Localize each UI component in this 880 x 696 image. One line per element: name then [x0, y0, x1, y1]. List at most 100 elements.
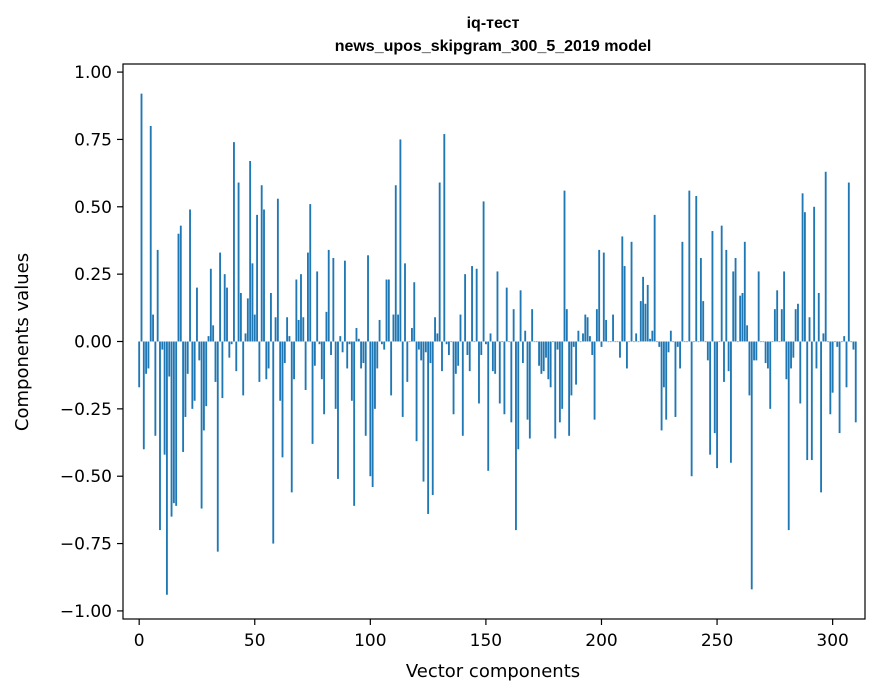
bar	[762, 341, 765, 343]
bar	[681, 241, 684, 342]
bar	[718, 341, 721, 343]
bar	[265, 341, 268, 380]
bar	[517, 341, 520, 450]
bar	[549, 341, 552, 388]
bar	[512, 309, 515, 342]
bar	[413, 282, 416, 342]
y-tick-label: 0.00	[74, 333, 112, 353]
bar	[799, 341, 802, 404]
bar	[286, 317, 289, 342]
bar	[431, 341, 434, 496]
bar	[672, 341, 675, 343]
bar	[207, 336, 210, 342]
bar	[843, 336, 846, 342]
bar	[281, 341, 284, 458]
bar	[228, 341, 231, 358]
bar	[730, 341, 732, 463]
bar	[803, 212, 806, 342]
bar	[716, 341, 718, 469]
bar	[579, 341, 582, 343]
bar	[829, 341, 832, 415]
bar	[295, 279, 298, 342]
bar	[780, 309, 783, 342]
bar	[653, 214, 656, 342]
bar	[790, 341, 792, 369]
bar	[662, 341, 665, 388]
bar	[473, 341, 476, 343]
bar	[196, 287, 198, 342]
y-tick-label: −1.00	[60, 602, 112, 622]
bar	[184, 341, 187, 417]
bar	[679, 341, 681, 369]
bar	[471, 266, 473, 342]
bar	[267, 341, 270, 369]
bar	[614, 341, 617, 343]
bar	[170, 341, 173, 517]
bar	[510, 341, 513, 423]
bar	[621, 236, 624, 342]
bar	[491, 341, 494, 372]
bar	[531, 309, 534, 342]
bar	[558, 341, 561, 423]
bar	[515, 341, 517, 531]
bar	[494, 341, 497, 374]
bar	[263, 209, 265, 342]
bar	[801, 193, 804, 342]
bar	[297, 319, 300, 342]
bar	[399, 139, 402, 342]
bar	[521, 341, 524, 364]
bar	[147, 341, 150, 369]
bar	[526, 341, 529, 420]
bar	[438, 182, 441, 342]
bar	[778, 341, 781, 343]
bar	[346, 341, 349, 369]
y-tick-label: 0.25	[74, 265, 112, 285]
bar	[501, 341, 504, 343]
bar	[815, 341, 818, 369]
bar	[235, 341, 238, 372]
bar	[783, 271, 786, 342]
bar	[165, 341, 168, 595]
bar	[323, 341, 326, 415]
bar	[665, 341, 668, 420]
y-tick-label: −0.75	[60, 535, 112, 555]
bar	[214, 341, 217, 382]
bar	[454, 341, 457, 374]
bar	[743, 241, 746, 342]
bar	[302, 317, 305, 342]
bar	[854, 341, 857, 423]
bar	[831, 341, 834, 393]
bar	[191, 341, 194, 409]
bar	[293, 341, 295, 380]
y-tick-label: −0.50	[60, 467, 112, 487]
bar	[810, 341, 813, 461]
bar	[367, 255, 369, 342]
bar	[260, 185, 263, 342]
bar	[646, 284, 649, 342]
bar	[635, 333, 638, 342]
bar	[487, 341, 490, 471]
bar	[750, 341, 753, 590]
bar	[785, 341, 788, 380]
bar	[193, 341, 196, 401]
bar	[216, 341, 219, 552]
bar	[656, 341, 658, 343]
bar	[154, 341, 157, 436]
bar	[840, 341, 843, 343]
bar	[593, 341, 596, 420]
bar	[461, 341, 464, 436]
bar	[545, 341, 547, 358]
bar	[847, 182, 850, 342]
bar	[304, 341, 307, 390]
bar	[850, 341, 853, 343]
bar	[706, 341, 709, 361]
bar	[561, 341, 564, 409]
bar	[343, 260, 346, 342]
bar	[741, 293, 744, 342]
bar	[619, 341, 621, 358]
bar	[820, 341, 823, 493]
bar	[686, 341, 688, 343]
bar	[739, 295, 742, 342]
bar	[182, 341, 185, 452]
